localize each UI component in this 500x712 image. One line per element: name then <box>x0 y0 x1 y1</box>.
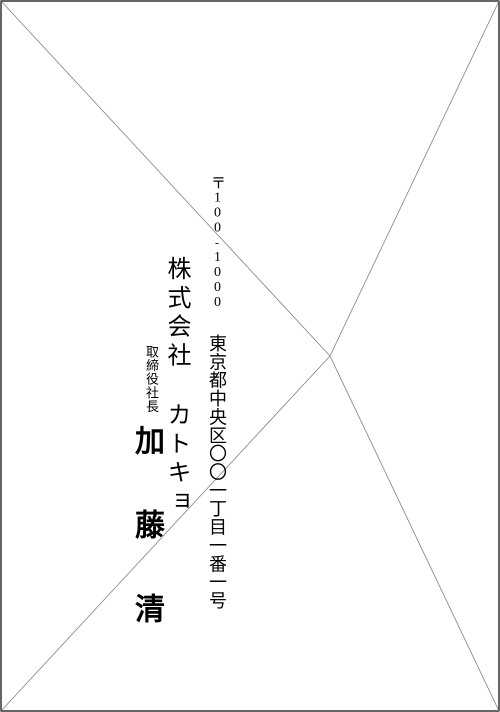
postal-mark: 〒 <box>209 175 225 190</box>
postal-code: 〒100‐1000 <box>207 175 227 310</box>
sender-company: 株式会社 カトキョ <box>164 256 188 517</box>
sender-name: 加 藤 清 <box>131 425 161 634</box>
postal-upper: 100 <box>210 190 225 235</box>
envelope-back: 〒100‐1000 東京都中央区〇〇一丁目一番一号 株式会社 カトキョ 取締役社… <box>0 0 500 712</box>
sender-title: 取締役社長 <box>145 345 158 413</box>
postal-lower: 1000 <box>210 250 225 310</box>
envelope-fold-lines <box>0 0 500 712</box>
sender-address-column: 〒100‐1000 東京都中央区〇〇一丁目一番一号 <box>208 175 226 610</box>
sender-address: 東京都中央区〇〇一丁目一番一号 <box>207 334 227 609</box>
